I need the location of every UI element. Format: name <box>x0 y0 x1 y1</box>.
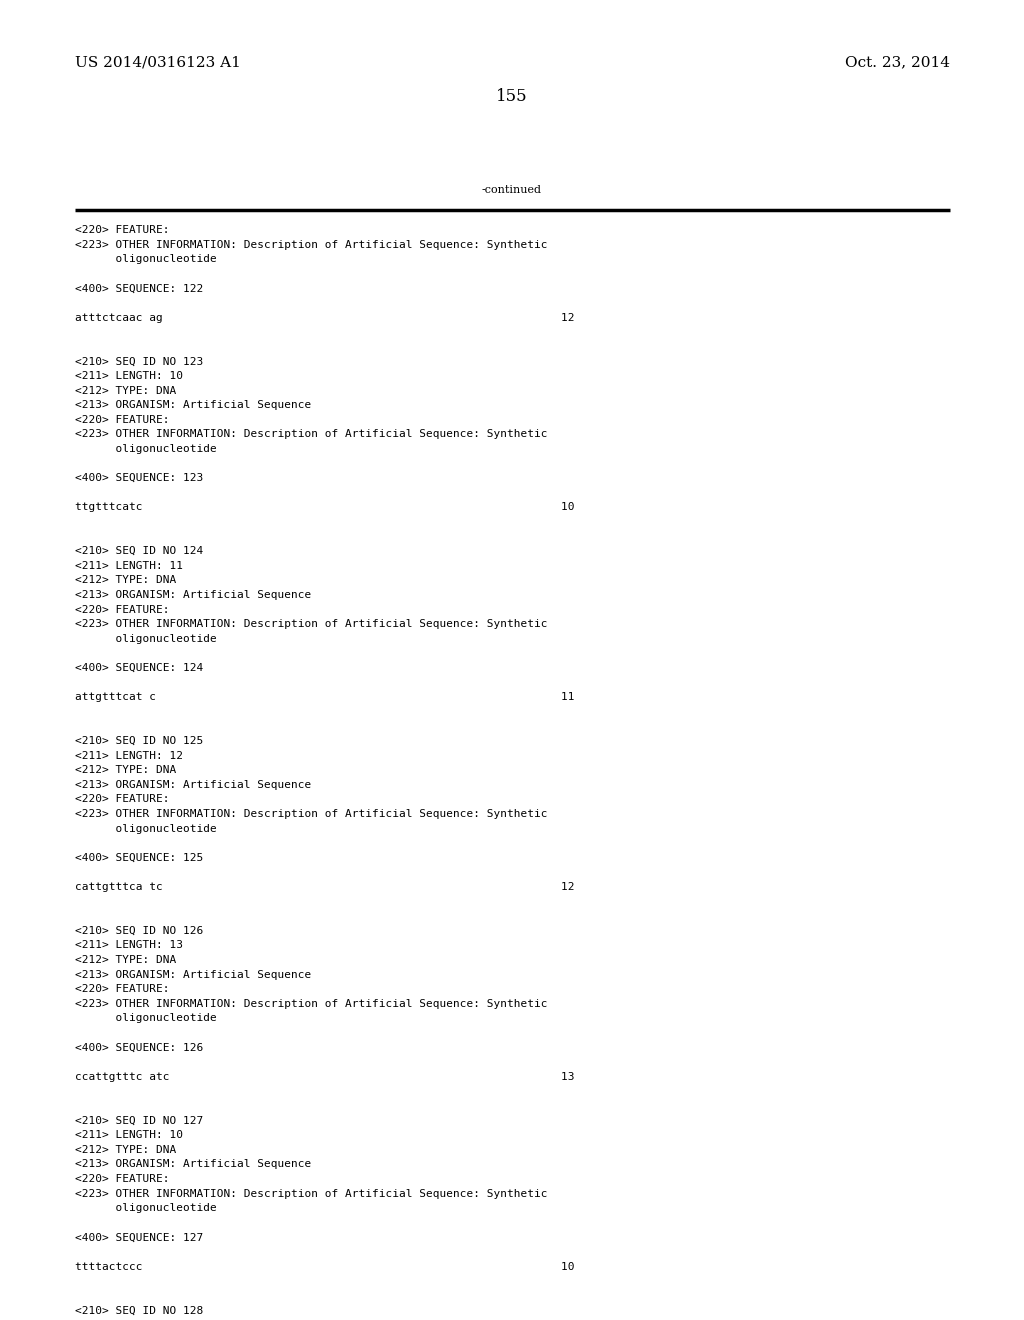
Text: cattgtttca tc                                                           12: cattgtttca tc 12 <box>75 882 574 892</box>
Text: <211> LENGTH: 12: <211> LENGTH: 12 <box>75 751 183 760</box>
Text: <213> ORGANISM: Artificial Sequence: <213> ORGANISM: Artificial Sequence <box>75 590 311 601</box>
Text: Oct. 23, 2014: Oct. 23, 2014 <box>845 55 950 69</box>
Text: <220> FEATURE:: <220> FEATURE: <box>75 1173 170 1184</box>
Text: <210> SEQ ID NO 125: <210> SEQ ID NO 125 <box>75 737 203 746</box>
Text: <223> OTHER INFORMATION: Description of Artificial Sequence: Synthetic: <223> OTHER INFORMATION: Description of … <box>75 999 548 1008</box>
Text: <212> TYPE: DNA: <212> TYPE: DNA <box>75 954 176 965</box>
Text: <220> FEATURE:: <220> FEATURE: <box>75 795 170 804</box>
Text: <220> FEATURE:: <220> FEATURE: <box>75 985 170 994</box>
Text: <212> TYPE: DNA: <212> TYPE: DNA <box>75 576 176 585</box>
Text: <210> SEQ ID NO 124: <210> SEQ ID NO 124 <box>75 546 203 556</box>
Text: <211> LENGTH: 10: <211> LENGTH: 10 <box>75 1130 183 1140</box>
Text: <211> LENGTH: 13: <211> LENGTH: 13 <box>75 940 183 950</box>
Text: <223> OTHER INFORMATION: Description of Artificial Sequence: Synthetic: <223> OTHER INFORMATION: Description of … <box>75 240 548 249</box>
Text: <211> LENGTH: 10: <211> LENGTH: 10 <box>75 371 183 381</box>
Text: <223> OTHER INFORMATION: Description of Artificial Sequence: Synthetic: <223> OTHER INFORMATION: Description of … <box>75 1188 548 1199</box>
Text: ccattgtttc atc                                                          13: ccattgtttc atc 13 <box>75 1072 574 1082</box>
Text: <213> ORGANISM: Artificial Sequence: <213> ORGANISM: Artificial Sequence <box>75 400 311 411</box>
Text: <210> SEQ ID NO 128: <210> SEQ ID NO 128 <box>75 1305 203 1316</box>
Text: <220> FEATURE:: <220> FEATURE: <box>75 605 170 615</box>
Text: US 2014/0316123 A1: US 2014/0316123 A1 <box>75 55 241 69</box>
Text: <213> ORGANISM: Artificial Sequence: <213> ORGANISM: Artificial Sequence <box>75 780 311 789</box>
Text: oligonucleotide: oligonucleotide <box>75 824 217 834</box>
Text: <210> SEQ ID NO 123: <210> SEQ ID NO 123 <box>75 356 203 367</box>
Text: <400> SEQUENCE: 127: <400> SEQUENCE: 127 <box>75 1233 203 1242</box>
Text: <400> SEQUENCE: 122: <400> SEQUENCE: 122 <box>75 284 203 293</box>
Text: oligonucleotide: oligonucleotide <box>75 1204 217 1213</box>
Text: <220> FEATURE:: <220> FEATURE: <box>75 224 170 235</box>
Text: <220> FEATURE:: <220> FEATURE: <box>75 414 170 425</box>
Text: ttgtttcatc                                                              10: ttgtttcatc 10 <box>75 503 574 512</box>
Text: <210> SEQ ID NO 127: <210> SEQ ID NO 127 <box>75 1115 203 1126</box>
Text: 155: 155 <box>497 88 527 106</box>
Text: ttttactccc                                                              10: ttttactccc 10 <box>75 1262 574 1271</box>
Text: <400> SEQUENCE: 125: <400> SEQUENCE: 125 <box>75 853 203 863</box>
Text: oligonucleotide: oligonucleotide <box>75 444 217 454</box>
Text: <213> ORGANISM: Artificial Sequence: <213> ORGANISM: Artificial Sequence <box>75 970 311 979</box>
Text: oligonucleotide: oligonucleotide <box>75 255 217 264</box>
Text: <211> LENGTH: 11: <211> LENGTH: 11 <box>75 561 183 570</box>
Text: <400> SEQUENCE: 124: <400> SEQUENCE: 124 <box>75 663 203 673</box>
Text: <213> ORGANISM: Artificial Sequence: <213> ORGANISM: Artificial Sequence <box>75 1159 311 1170</box>
Text: attgtttcat c                                                            11: attgtttcat c 11 <box>75 692 574 702</box>
Text: <223> OTHER INFORMATION: Description of Artificial Sequence: Synthetic: <223> OTHER INFORMATION: Description of … <box>75 429 548 440</box>
Text: <223> OTHER INFORMATION: Description of Artificial Sequence: Synthetic: <223> OTHER INFORMATION: Description of … <box>75 619 548 630</box>
Text: <212> TYPE: DNA: <212> TYPE: DNA <box>75 766 176 775</box>
Text: <210> SEQ ID NO 126: <210> SEQ ID NO 126 <box>75 925 203 936</box>
Text: <400> SEQUENCE: 126: <400> SEQUENCE: 126 <box>75 1043 203 1052</box>
Text: -continued: -continued <box>482 185 542 195</box>
Text: <212> TYPE: DNA: <212> TYPE: DNA <box>75 1144 176 1155</box>
Text: oligonucleotide: oligonucleotide <box>75 1014 217 1023</box>
Text: oligonucleotide: oligonucleotide <box>75 634 217 644</box>
Text: <212> TYPE: DNA: <212> TYPE: DNA <box>75 385 176 396</box>
Text: <400> SEQUENCE: 123: <400> SEQUENCE: 123 <box>75 473 203 483</box>
Text: <223> OTHER INFORMATION: Description of Artificial Sequence: Synthetic: <223> OTHER INFORMATION: Description of … <box>75 809 548 818</box>
Text: atttctcaac ag                                                           12: atttctcaac ag 12 <box>75 313 574 322</box>
